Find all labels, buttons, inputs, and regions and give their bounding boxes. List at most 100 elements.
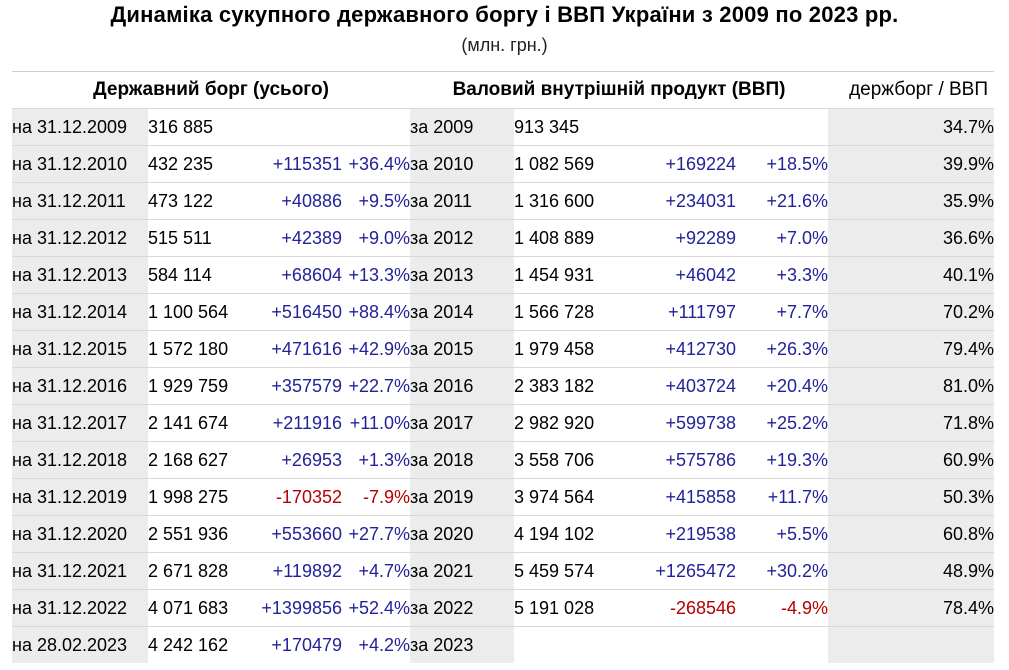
debt-gdp-table: Державний борг (усього) Валовий внутрішн… [12, 71, 995, 663]
gdp-value: 5 191 028 [514, 589, 627, 627]
debt-change-percent: +4.2% [342, 626, 411, 663]
table-row: на 31.12.2019 1 998 275 -170352 -7.9% за 201… [12, 478, 995, 516]
debt-value: 2 671 828 [148, 552, 248, 590]
debt-value: 4 242 162 [148, 626, 248, 663]
table-row: на 31.12.2016 1 929 759 +357579 +22.7% за 20… [12, 367, 995, 405]
date-cell: на 31.12.2019 [12, 478, 148, 516]
debt-change: +553660 [248, 515, 342, 553]
date-cell: на 31.12.2018 [12, 441, 148, 479]
debt-change-percent: -7.9% [342, 478, 411, 516]
debt-value: 1 572 180 [148, 330, 248, 368]
table-row: на 31.12.2021 2 671 828 +119892 +4.7% за 202… [12, 552, 995, 590]
debt-change: +170479 [248, 626, 342, 663]
gdp-value: 2 982 920 [514, 404, 627, 442]
gdp-change-percent: +18.5% [736, 145, 829, 183]
gdp-change: +46042 [626, 256, 737, 294]
table-row: на 31.12.2018 2 168 627 +26953 +1.3% за 2018… [12, 441, 995, 479]
period-cell: за 2016 [410, 367, 515, 405]
table-row: на 31.12.2015 1 572 180 +471616 +42.9% за 20… [12, 330, 995, 368]
period-cell: за 2013 [410, 256, 515, 294]
debt-change: +68604 [248, 256, 342, 294]
gdp-change-percent: +30.2% [736, 552, 829, 590]
gdp-value: 1 979 458 [514, 330, 627, 368]
debt-value: 2 551 936 [148, 515, 248, 553]
debt-column-header: Державний борг (усього) [12, 71, 411, 109]
gdp-change-percent: +11.7% [736, 478, 829, 516]
period-cell: за 2018 [410, 441, 515, 479]
gdp-change-percent: +7.0% [736, 219, 829, 257]
page-subtitle: (млн. грн.) [461, 35, 548, 55]
table-row: на 31.12.2011 473 122 +40886 +9.5% за 2011 1 … [12, 182, 995, 220]
period-cell: за 2010 [410, 145, 515, 183]
date-cell: на 31.12.2014 [12, 293, 148, 331]
gdp-change: +111797 [626, 293, 737, 331]
gdp-change: +412730 [626, 330, 737, 368]
debt-change: +42389 [248, 219, 342, 257]
date-cell: на 31.12.2020 [12, 515, 148, 553]
gdp-change: -268546 [626, 589, 737, 627]
date-cell: на 31.12.2012 [12, 219, 148, 257]
page-title: Динаміка сукупного державного боргу і ВВ… [110, 2, 899, 27]
gdp-change-percent: +26.3% [736, 330, 829, 368]
debt-change-percent: +9.5% [342, 182, 411, 220]
period-cell: за 2012 [410, 219, 515, 257]
debt-change: -170352 [248, 478, 342, 516]
date-cell: на 31.12.2015 [12, 330, 148, 368]
gdp-change: +403724 [626, 367, 737, 405]
debt-value: 584 114 [148, 256, 248, 294]
debt-change-percent: +36.4% [342, 145, 411, 183]
date-cell: на 31.12.2016 [12, 367, 148, 405]
date-cell: на 31.12.2011 [12, 182, 148, 220]
gdp-change-percent: +7.7% [736, 293, 829, 331]
table-row: на 31.12.2014 1 100 564 +516450 +88.4% за 20… [12, 293, 995, 331]
debt-change: +26953 [248, 441, 342, 479]
table-row: на 31.12.2013 584 114 +68604 +13.3% за 2013 1… [12, 256, 995, 294]
date-cell: на 31.12.2013 [12, 256, 148, 294]
debt-value: 2 141 674 [148, 404, 248, 442]
gdp-value: 1 566 728 [514, 293, 627, 331]
table-row: на 31.12.2010 432 235 +115351 +36.4% за 2010… [12, 145, 995, 183]
date-cell: на 28.02.2023 [12, 626, 148, 663]
debt-to-gdp-ratio: 36.6% [828, 219, 995, 257]
gdp-value [514, 626, 627, 663]
date-cell: на 31.12.2021 [12, 552, 148, 590]
date-cell: на 31.12.2022 [12, 589, 148, 627]
gdp-change-percent: +3.3% [736, 256, 829, 294]
gdp-change: +234031 [626, 182, 737, 220]
debt-value: 1 100 564 [148, 293, 248, 331]
debt-value: 316 885 [148, 108, 248, 146]
gdp-column-header: Валовий внутрішній продукт (ВВП) [410, 71, 829, 109]
debt-change [248, 108, 342, 146]
date-cell: на 31.12.2010 [12, 145, 148, 183]
debt-to-gdp-ratio: 71.8% [828, 404, 995, 442]
period-cell: за 2014 [410, 293, 515, 331]
gdp-value: 1 082 569 [514, 145, 627, 183]
debt-to-gdp-ratio: 60.9% [828, 441, 995, 479]
debt-value: 515 511 [148, 219, 248, 257]
debt-to-gdp-ratio: 48.9% [828, 552, 995, 590]
period-cell: за 2019 [410, 478, 515, 516]
table-row: на 31.12.2022 4 071 683 +1399856 +52.4% за 2… [12, 589, 995, 627]
debt-change: +471616 [248, 330, 342, 368]
debt-value: 1 929 759 [148, 367, 248, 405]
debt-change-percent: +52.4% [342, 589, 411, 627]
debt-value: 473 122 [148, 182, 248, 220]
debt-change-percent: +4.7% [342, 552, 411, 590]
gdp-change-percent: +21.6% [736, 182, 829, 220]
debt-to-gdp-ratio: 40.1% [828, 256, 995, 294]
gdp-value: 3 974 564 [514, 478, 627, 516]
gdp-value: 1 316 600 [514, 182, 627, 220]
gdp-change: +92289 [626, 219, 737, 257]
debt-change: +115351 [248, 145, 342, 183]
gdp-change: +415858 [626, 478, 737, 516]
gdp-change [626, 108, 737, 146]
debt-to-gdp-ratio: 70.2% [828, 293, 995, 331]
period-cell: за 2023 [410, 626, 515, 663]
date-cell: на 31.12.2009 [12, 108, 148, 146]
debt-change-percent: +88.4% [342, 293, 411, 331]
debt-to-gdp-ratio: 35.9% [828, 182, 995, 220]
gdp-change-percent [736, 108, 829, 146]
debt-change-percent: +27.7% [342, 515, 411, 553]
debt-change-percent: +42.9% [342, 330, 411, 368]
gdp-change: +219538 [626, 515, 737, 553]
